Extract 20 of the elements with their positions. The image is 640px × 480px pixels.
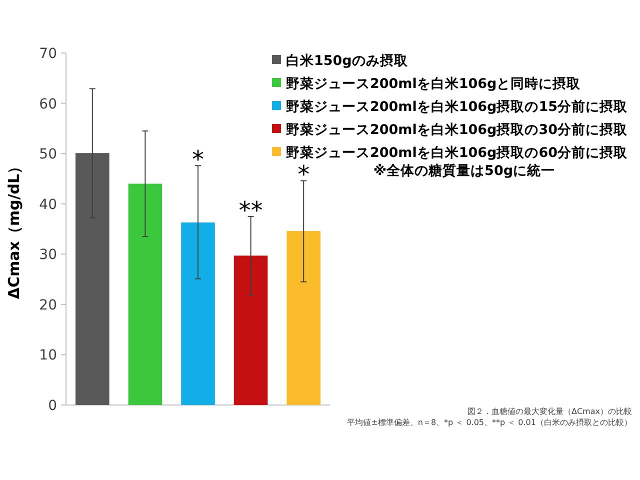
legend-label: 野菜ジュース200mlを白米106g摂取の60分前に摂取	[286, 145, 629, 161]
y-tick-label: 60	[39, 96, 57, 112]
data-label: *	[298, 160, 310, 189]
text: ※全体の糖質量は50gに統一	[373, 162, 555, 179]
y-tick-label: 40	[39, 196, 57, 213]
legend-label: 野菜ジュース200mlを白米106gと同時に摂取	[286, 76, 582, 92]
legend-label: 白米150gのみ摂取	[286, 53, 409, 69]
caption: 図２．血糖値の最大変化量（ΔCmax）の比較	[468, 407, 632, 416]
y-tick-label: 10	[39, 348, 57, 364]
y-tick-label: 30	[39, 247, 57, 264]
legend-label: 野菜ジュース200mlを白米106g摂取の30分前に摂取	[286, 122, 629, 138]
data-label: *	[192, 146, 204, 174]
data-label: **	[238, 196, 263, 224]
text: 平均値±標準偏差、n＝8、*p ＜ 0.05、**p ＜ 0.01（白米のみ摂取との比較）	[347, 418, 632, 427]
y-tick-label: 20	[39, 297, 57, 314]
y-tick-label: 70	[39, 46, 57, 62]
y-tick-label: 0	[48, 398, 57, 414]
y-axis-title: ΔCmax（mg/dL）	[5, 158, 23, 300]
legend-label: 野菜ジュース200mlを白米106g摂取の15分前に摂取	[286, 99, 629, 115]
y-tick-label: 50	[39, 146, 57, 163]
